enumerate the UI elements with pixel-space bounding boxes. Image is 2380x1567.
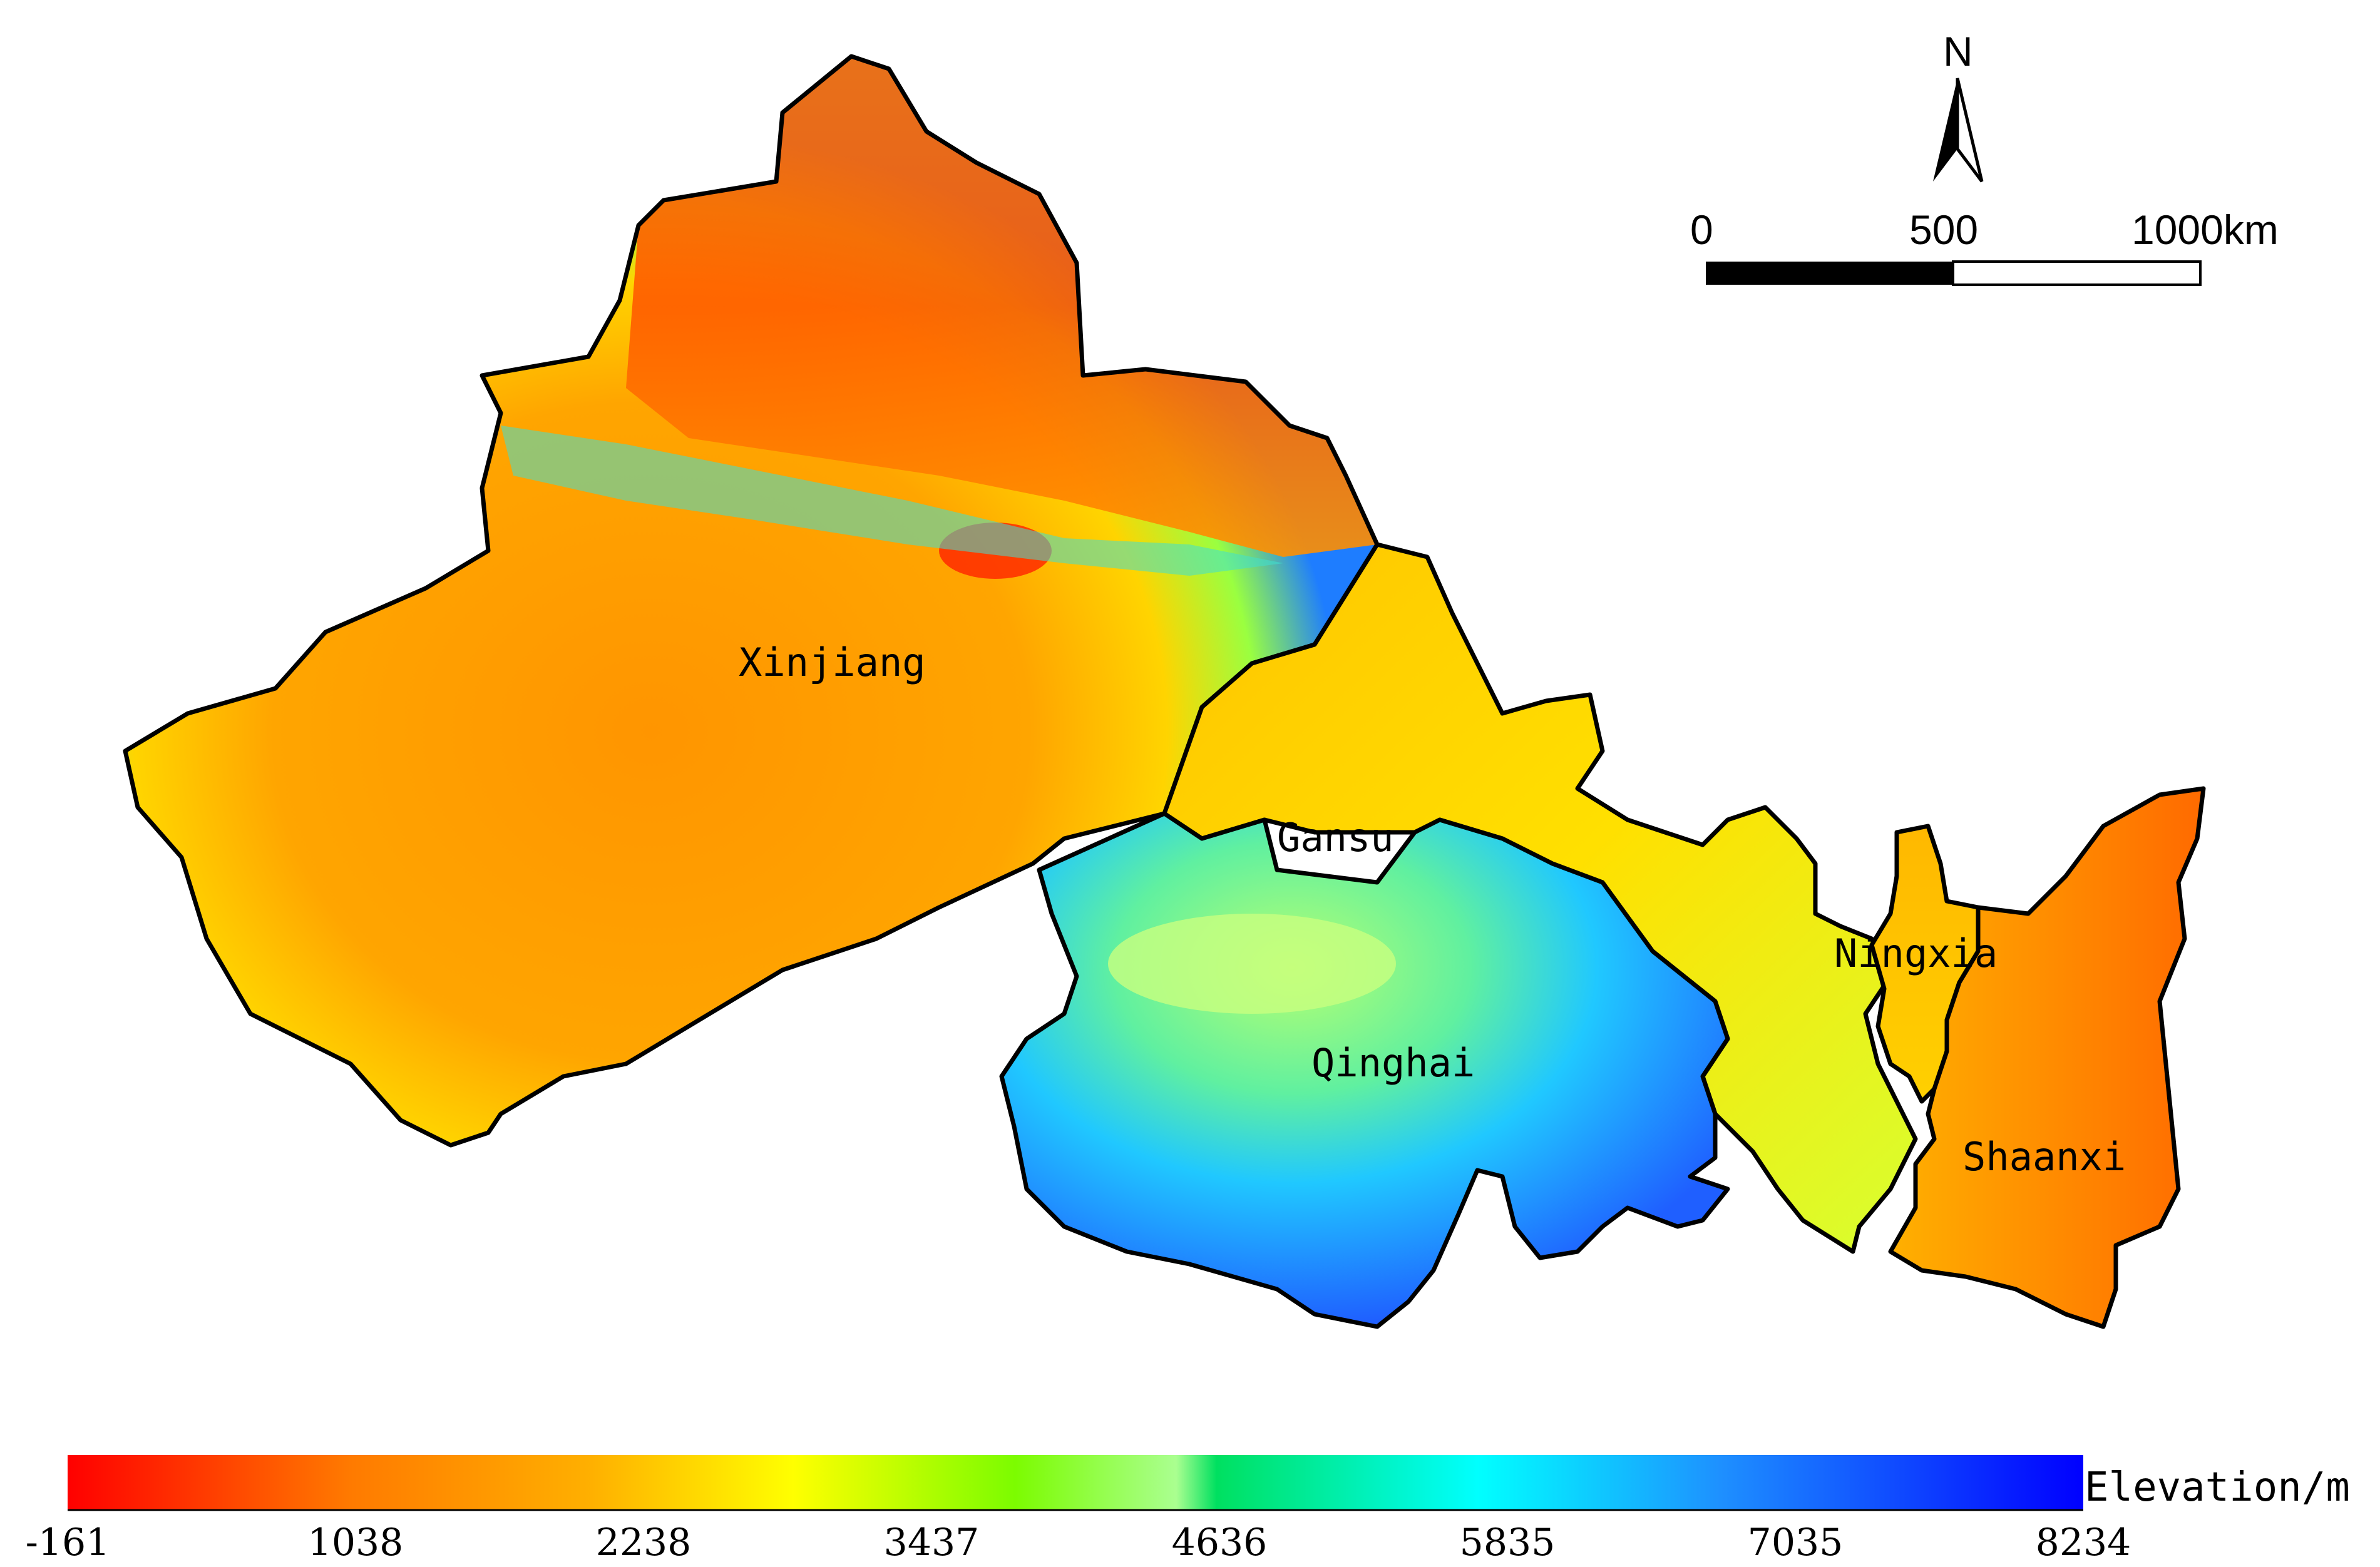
border-xinjiang [123,54,1380,1148]
legend-color-ramp [68,1455,2083,1510]
region-gansu [1164,544,1916,1252]
elevation-legend: Elevation/m -161 1038 2238 3437 4636 583… [26,1455,2350,1564]
scale-label-500: 500 [1909,207,1978,253]
scale-label-1000km: 1000km [2131,207,2279,253]
legend-tick-3: 3437 [884,1521,980,1564]
tianshan-range [501,426,1283,576]
north-arrow: N [1933,28,1984,183]
border-shaanxi [1888,786,2206,1329]
legend-title: Elevation/m [2085,1464,2350,1511]
legend-tick-4: 4636 [1172,1521,1268,1564]
label-ningxia: Ningxia [1834,931,1998,976]
legend-tick-0: -161 [26,1521,110,1564]
legend-tick-7: 8234 [2036,1521,2131,1564]
border-gansu [1162,542,1918,1254]
label-qinghai: Qinghai [1311,1040,1475,1086]
legend-tick-1: 1038 [308,1521,404,1564]
legend-tick-2: 2238 [596,1521,692,1564]
region-shaanxi [1890,789,2203,1327]
scale-bar-white-segment [1952,260,2202,286]
qaidam-basin [1108,914,1396,1014]
xinjiang-north-basin [626,56,1377,557]
label-xinjiang: Xinjiang [739,640,926,685]
scale-bar: 0 500 1000km [1690,207,2279,286]
region-ningxia [1872,826,1978,1101]
label-shaanxi: Shaanxi [1962,1134,2126,1180]
legend-tick-6: 7035 [1748,1521,1844,1564]
scale-label-0: 0 [1690,207,1713,253]
north-letter: N [1943,28,1973,74]
border-qinghai [999,811,1730,1329]
legend-tick-5: 5835 [1460,1521,1556,1564]
north-arrow-icon [1933,78,1984,183]
scale-bar-black-segment [1706,262,1953,285]
label-gansu: Gansu [1277,815,1394,860]
